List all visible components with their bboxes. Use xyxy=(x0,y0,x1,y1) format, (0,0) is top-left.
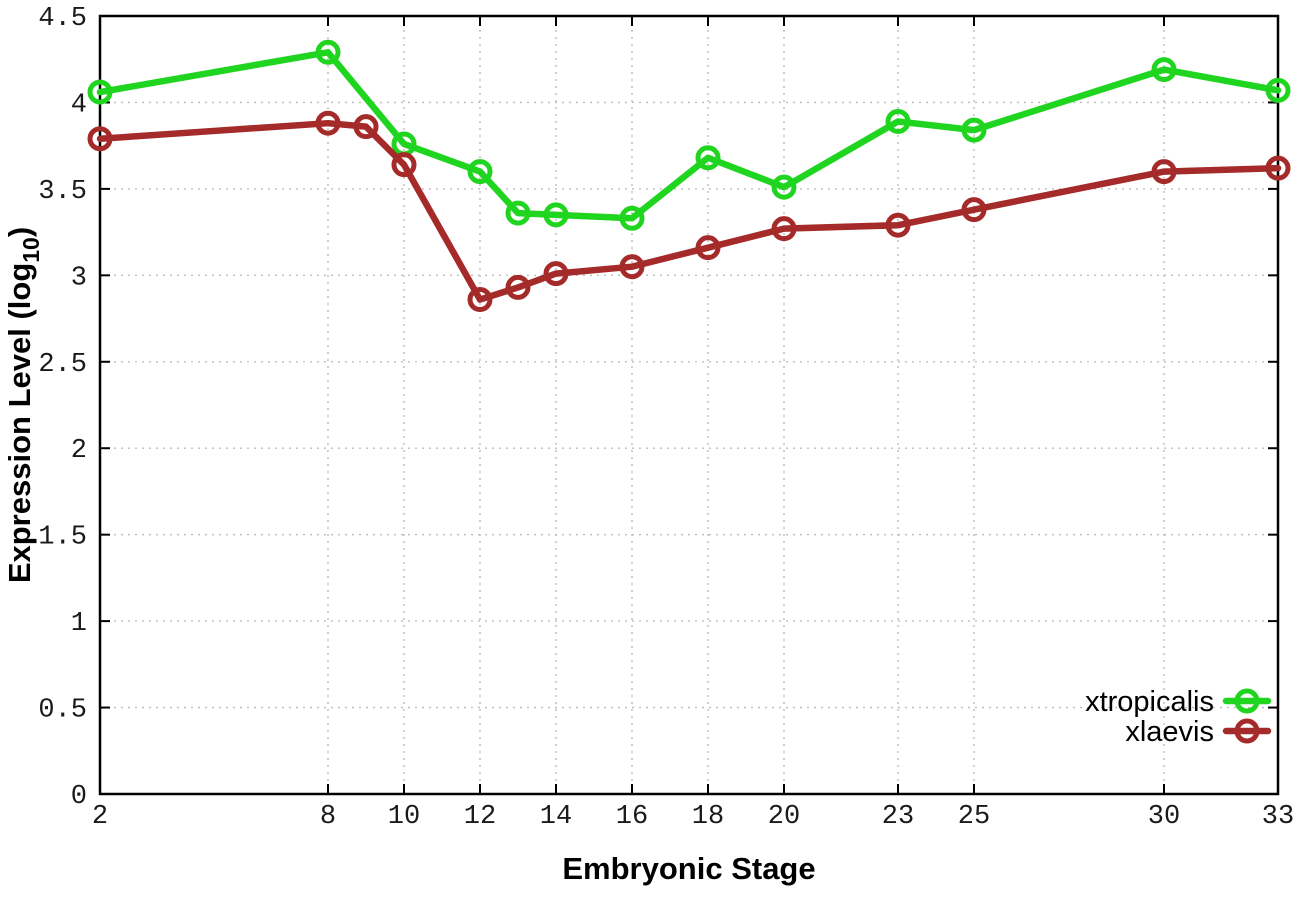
data-point-xlaevis xyxy=(353,114,379,140)
data-point-xlaevis xyxy=(961,197,987,223)
data-point-xlaevis xyxy=(771,216,797,242)
x-tick-label: 10 xyxy=(388,802,420,832)
legend-label-xlaevis: xlaevis xyxy=(1125,716,1214,748)
legend-marker-xlaevis xyxy=(1234,718,1260,744)
y-tick-label: 2.5 xyxy=(38,350,87,380)
axes: 2 8 10 12 14 16 18 20 23 25 30 33 0 0.5 1 1.5 2 2.5 3 3.5 4 4… xyxy=(38,4,1294,832)
y-axis-title-prefix: Expression Level (log xyxy=(2,263,37,583)
y-tick-label: 3 xyxy=(71,263,87,293)
data-point-xtropicalis xyxy=(505,200,531,226)
data-point-xlaevis xyxy=(1265,155,1291,181)
data-point-xtropicalis xyxy=(315,39,341,65)
x-tick-label: 8 xyxy=(320,802,336,832)
data-point-xtropicalis xyxy=(885,108,911,134)
y-axis-title: Expression Level (log10) xyxy=(2,227,44,583)
grid-lines xyxy=(100,16,1278,794)
data-point-xtropicalis xyxy=(543,202,569,228)
y-tick-label: 1 xyxy=(71,609,87,639)
series-line-xtropicalis xyxy=(96,49,1282,222)
data-point-xtropicalis xyxy=(1265,77,1291,103)
y-tick-label: 3.5 xyxy=(38,177,87,207)
data-point-xlaevis xyxy=(885,212,911,238)
data-point-xlaevis xyxy=(87,126,113,152)
data-point-xtropicalis xyxy=(467,159,493,185)
x-tick-label: 14 xyxy=(540,802,572,832)
data-point-xlaevis xyxy=(391,152,417,178)
y-tick-label: 2 xyxy=(71,436,87,466)
x-tick-label: 2 xyxy=(92,802,108,832)
data-point-xtropicalis xyxy=(1151,57,1177,83)
data-point-xlaevis xyxy=(619,254,645,280)
legend: xtropicalis xlaevis xyxy=(1085,686,1214,748)
data-point-xtropicalis xyxy=(87,79,113,105)
data-point-xlaevis xyxy=(505,274,531,300)
y-tick-label: 4 xyxy=(71,90,87,120)
x-tick-label: 12 xyxy=(464,802,496,832)
x-tick-label: 30 xyxy=(1148,802,1180,832)
x-tick-label: 25 xyxy=(958,802,990,832)
data-series xyxy=(87,39,1291,313)
x-tick-label: 33 xyxy=(1262,802,1294,832)
x-tick-label: 16 xyxy=(616,802,648,832)
data-point-xlaevis xyxy=(315,110,341,136)
y-tick-label: 4.5 xyxy=(38,4,87,34)
y-axis-title-suffix: ) xyxy=(2,227,37,237)
y-axis-title-subscript: 10 xyxy=(18,237,44,263)
data-point-xtropicalis xyxy=(619,205,645,231)
legend-samples xyxy=(1222,688,1272,744)
data-point-xtropicalis xyxy=(695,145,721,171)
y-tick-label: 0.5 xyxy=(38,696,87,726)
data-point-xtropicalis xyxy=(771,174,797,200)
y-tick-label: 1.5 xyxy=(38,523,87,553)
x-axis-title: Embryonic Stage xyxy=(562,851,815,886)
legend-label-xtropicalis: xtropicalis xyxy=(1085,686,1214,718)
data-point-xtropicalis xyxy=(961,117,987,143)
legend-marker-xtropicalis xyxy=(1234,688,1260,714)
plot-border xyxy=(98,14,1280,796)
data-point-xlaevis xyxy=(695,235,721,261)
data-point-xlaevis xyxy=(467,287,493,313)
y-tick-label: 0 xyxy=(71,782,87,812)
data-point-xlaevis xyxy=(543,261,569,287)
data-point-xlaevis xyxy=(1151,159,1177,185)
x-tick-label: 23 xyxy=(882,802,914,832)
x-tick-label: 18 xyxy=(692,802,724,832)
x-tick-label: 20 xyxy=(768,802,800,832)
series-line-xlaevis xyxy=(96,119,1282,303)
